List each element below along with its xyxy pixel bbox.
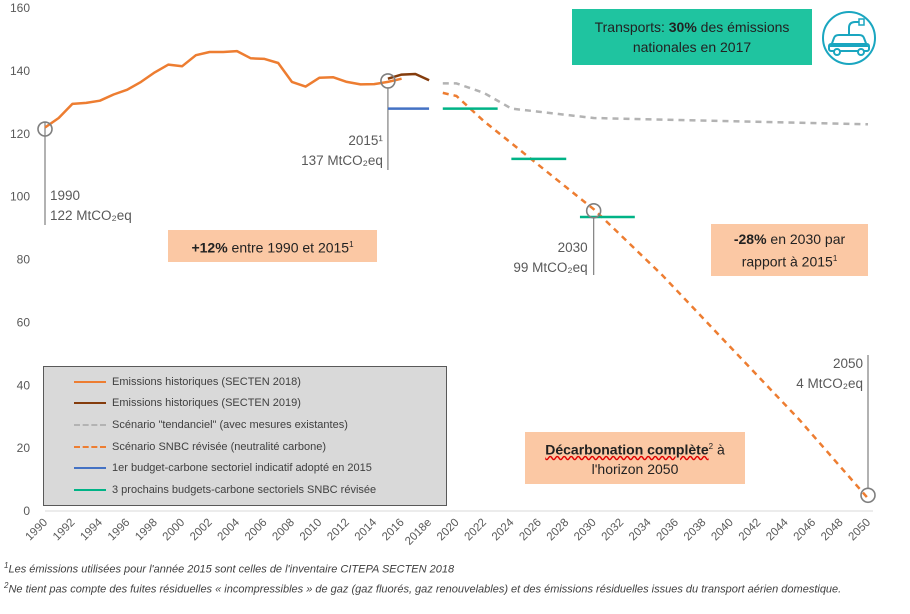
x-tick-label: 2036 [655,517,682,544]
x-tick-label: 2048 [819,517,846,544]
highlight-marker [37,121,53,137]
footnote-2: 2Ne tient pas compte des fuites résiduel… [4,581,842,596]
legend-swatch [74,402,106,405]
legend-item: Emissions historiques (SECTEN 2018) [44,371,446,393]
annotation-label: 122 MtCO₂eq [50,208,132,223]
annotation-label: 2030 [558,240,588,255]
series-line [442,91,869,500]
chart-legend: Emissions historiques (SECTEN 2018) Emiss… [43,366,447,506]
x-tick-label: 2042 [737,517,764,544]
legend-label: Emissions historiques (SECTEN 2019) [112,397,301,410]
annotation-label: 2050 [833,356,863,371]
y-tick-label: 60 [17,315,31,329]
x-tick-label: 2024 [490,516,517,543]
y-tick-label: 20 [17,441,31,455]
reduction-2030-box: -28% en 2030 par rapport à 20151 [711,224,868,276]
annotation-label: 1990 [50,188,80,203]
x-tick-label: 2014 [353,516,380,543]
y-tick-label: 0 [23,504,30,518]
x-tick-label: 2000 [161,517,188,544]
x-tick-label: 2050 [847,517,874,544]
highlight-marker [860,487,876,504]
transport-share-box: Transports: 30% des émissions nationales… [572,9,812,65]
series-line [44,49,402,129]
x-tick-label: 2020 [435,517,462,544]
x-tick-label: 2044 [764,516,791,543]
legend-swatch [74,488,106,491]
legend-item: 3 prochains budgets-carbone sectoriels S… [44,479,446,501]
x-tick-label: 2008 [270,517,297,544]
highlight-marker [585,202,602,219]
y-tick-label: 80 [17,253,31,267]
x-tick-label: 2026 [517,517,544,544]
legend-swatch [74,467,106,470]
x-tick-label: 1994 [78,516,105,543]
annotation-label: 99 MtCO₂eq [513,260,587,275]
x-tick-label: 2002 [188,517,215,544]
legend-label: 3 prochains budgets-carbone sectoriels S… [112,483,377,496]
x-tick-label: 2040 [709,517,736,544]
legend-swatch [74,380,106,383]
y-tick-label: 40 [17,378,31,392]
series-line [387,72,430,82]
x-tick-label: 1990 [24,517,51,544]
x-tick-label: 2012 [325,517,352,544]
annotation-label: 2015¹ [348,133,383,148]
increase-1990-2015-box: +12% entre 1990 et 20151 [168,230,377,262]
x-tick-label: 1992 [51,517,78,544]
legend-swatch [74,423,106,426]
x-tick-label: 2030 [572,517,599,544]
legend-item: Emissions historiques (SECTEN 2019) [44,393,446,415]
legend-item: Scénario "tendanciel" (avec mesures exis… [44,414,446,436]
y-tick-label: 100 [10,190,30,204]
legend-label: Scénario "tendanciel" (avec mesures exis… [112,418,348,431]
legend-label: Emissions historiques (SECTEN 2018) [112,375,301,388]
x-tick-label: 2018e [403,517,434,548]
x-tick-label: 2028 [545,517,572,544]
x-tick-label: 2004 [216,516,243,543]
decarbonation-2050-box: Décarbonation complète2 à l'horizon 2050 [525,432,745,484]
legend-item: 1er budget-carbone sectoriel indicatif a… [44,457,446,479]
x-tick-label: 1996 [106,517,133,544]
legend-swatch [74,445,106,448]
x-tick-label: 2032 [600,517,627,544]
y-tick-label: 120 [10,127,30,141]
x-tick-label: 2046 [792,517,819,544]
x-tick-label: 1998 [133,517,160,544]
annotation-label: 4 MtCO₂eq [796,376,863,391]
car-electric-icon [815,10,883,71]
x-tick-label: 2006 [243,517,270,544]
legend-label: 1er budget-carbone sectoriel indicatif a… [112,462,372,475]
y-tick-label: 160 [10,1,30,15]
legend-item: Scénario SNBC révisée (neutralité carbon… [44,436,446,458]
x-tick-label: 2022 [462,517,489,544]
y-tick-label: 140 [10,64,30,78]
footnote-1: 1Les émissions utilisées pour l'année 20… [4,561,455,576]
x-tick-label: 2038 [682,517,709,544]
highlight-marker [380,73,396,89]
x-tick-label: 2010 [298,517,325,544]
x-tick-label: 2034 [627,516,654,543]
series-line [442,82,869,126]
legend-label: Scénario SNBC révisée (neutralité carbon… [112,440,326,453]
footnotes: 1Les émissions utilisées pour l'année 20… [4,558,904,598]
annotation-label: 137 MtCO₂eq [301,153,383,168]
